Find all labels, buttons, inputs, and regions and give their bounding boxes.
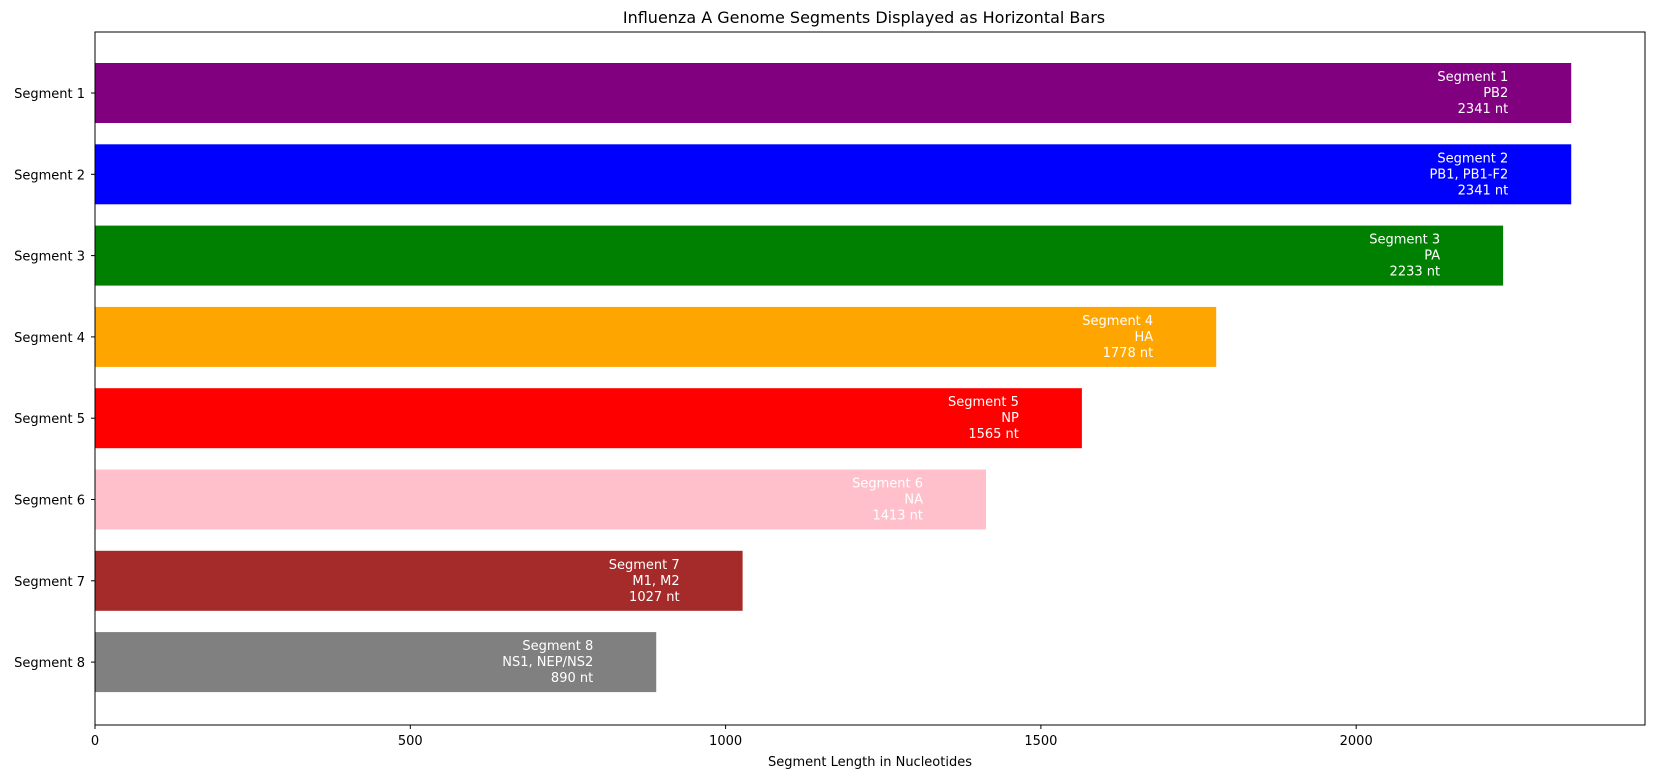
x-tick-label: 1000 — [709, 734, 742, 749]
bar-label-line: NS1, NEP/NS2 — [502, 655, 593, 670]
y-tick-label: Segment 5 — [14, 412, 85, 427]
x-tick-label: 0 — [91, 734, 99, 749]
bar-label-1: Segment 1 PB2 2341 nt — [1437, 70, 1508, 117]
bar-label-line: 1778 nt — [1103, 346, 1154, 361]
x-tick-label: 500 — [398, 734, 423, 749]
bar-label-line: NA — [904, 493, 923, 508]
bar-label-8: Segment 8 NS1, NEP/NS2 890 nt — [502, 639, 593, 686]
bar-label-line: 1565 nt — [968, 427, 1019, 442]
bar-label-line: 2341 nt — [1458, 102, 1509, 117]
bar-label-3: Segment 3 PA 2233 nt — [1369, 233, 1440, 280]
bar-label-7: Segment 7 M1, M2 1027 nt — [609, 558, 680, 605]
y-tick-label: Segment 2 — [14, 168, 85, 183]
y-axis: Segment 1 Segment 2 Segment 3 Segment 4 Segm… — [14, 87, 95, 671]
y-tick-label: Segment 6 — [14, 494, 85, 509]
y-tick-label: Segment 3 — [14, 250, 85, 265]
bar-label-line: Segment 1 — [1437, 70, 1508, 85]
y-tick-label: Segment 4 — [14, 331, 85, 346]
bar-8 — [95, 632, 657, 693]
bar-label-line: 890 nt — [551, 671, 593, 686]
bar-6 — [95, 469, 987, 530]
bar-label-2: Segment 2 PB1, PB1-F2 2341 nt — [1429, 151, 1508, 198]
bar-3 — [95, 225, 1504, 286]
bar-label-line: Segment 6 — [852, 477, 923, 492]
bar-label-line: Segment 2 — [1437, 151, 1508, 166]
bar-label-line: Segment 4 — [1082, 314, 1153, 329]
bar-label-line: NP — [1001, 411, 1019, 426]
bar-label-line: 1027 nt — [629, 590, 680, 605]
x-tick-label: 2000 — [1340, 734, 1373, 749]
x-axis: 0 500 1000 1500 2000 — [91, 725, 1373, 749]
bar-label-line: 2233 nt — [1390, 265, 1441, 280]
bar-label-line: HA — [1135, 330, 1154, 345]
bar-label-line: 2341 nt — [1458, 183, 1509, 198]
bar-label-line: PB1, PB1-F2 — [1429, 167, 1508, 182]
bar-label-line: Segment 5 — [948, 395, 1019, 410]
bar-label-line: Segment 8 — [522, 639, 593, 654]
bar-4 — [95, 306, 1217, 367]
bar-label-5: Segment 5 NP 1565 nt — [948, 395, 1019, 442]
bar-label-6: Segment 6 NA 1413 nt — [852, 477, 923, 524]
bar-label-line: 1413 nt — [872, 509, 923, 524]
y-tick-label: Segment 7 — [14, 575, 85, 590]
y-tick-label: Segment 1 — [14, 87, 85, 102]
bars-group — [95, 63, 1572, 693]
bar-label-line: M1, M2 — [632, 574, 679, 589]
x-axis-label: Segment Length in Nucleotides — [768, 755, 972, 770]
bar-1 — [95, 63, 1572, 123]
bar-label-line: Segment 7 — [609, 558, 680, 573]
y-tick-label: Segment 8 — [14, 656, 85, 671]
bar-label-line: Segment 3 — [1369, 233, 1440, 248]
bar-5 — [95, 388, 1082, 449]
bar-label-4: Segment 4 HA 1778 nt — [1082, 314, 1153, 361]
bar-2 — [95, 144, 1572, 205]
bar-7 — [95, 550, 743, 611]
plot-frame — [94, 31, 1646, 726]
bar-label-line: PB2 — [1483, 86, 1508, 101]
x-tick-label: 1500 — [1024, 734, 1057, 749]
chart-title: Influenza A Genome Segments Displayed as… — [623, 8, 1105, 27]
bar-label-line: PA — [1424, 249, 1440, 264]
